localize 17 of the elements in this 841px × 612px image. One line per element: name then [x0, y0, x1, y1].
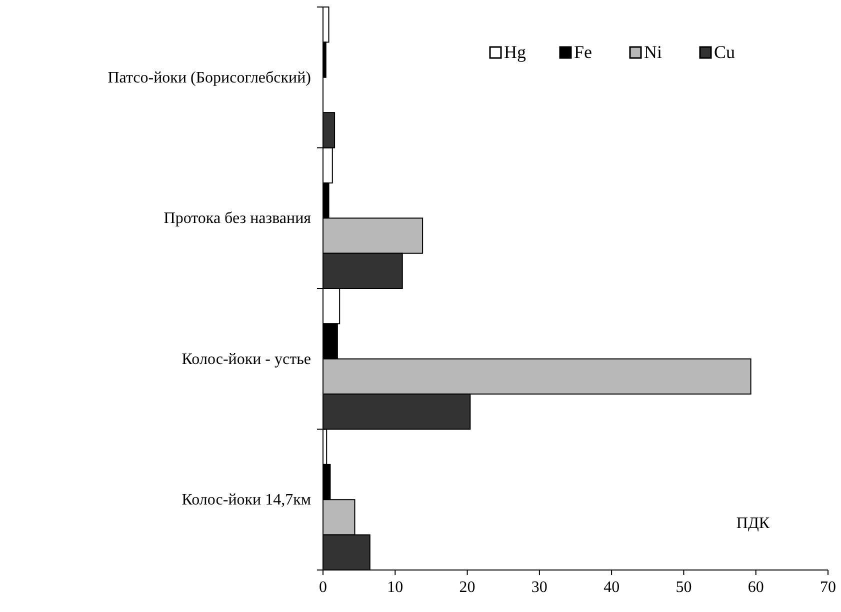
x-tick-label: 10 — [387, 579, 404, 596]
legend-label: Cu — [714, 42, 736, 62]
legend-label: Hg — [504, 42, 526, 62]
legend-label: Ni — [644, 42, 662, 62]
x-tick-label: 70 — [820, 579, 836, 596]
legend-label: Fe — [574, 42, 592, 62]
x-tick-label: 50 — [676, 579, 692, 596]
y-tick-label: Колос-йоки 14,7км — [182, 492, 311, 509]
x-tick-label: 20 — [459, 579, 476, 596]
x-tick-label: 60 — [748, 579, 764, 596]
x-axis-title: ПДК — [736, 515, 770, 532]
x-tick-label: 0 — [319, 579, 327, 596]
y-tick-label: Колос-йоки - устье — [182, 350, 311, 368]
y-tick-label: Патсо-йоки (Борисоглебский) — [108, 69, 311, 86]
x-tick-label: 40 — [604, 579, 620, 596]
y-tick-label: Протока без названия — [164, 210, 312, 228]
x-tick-label: 30 — [531, 579, 548, 596]
